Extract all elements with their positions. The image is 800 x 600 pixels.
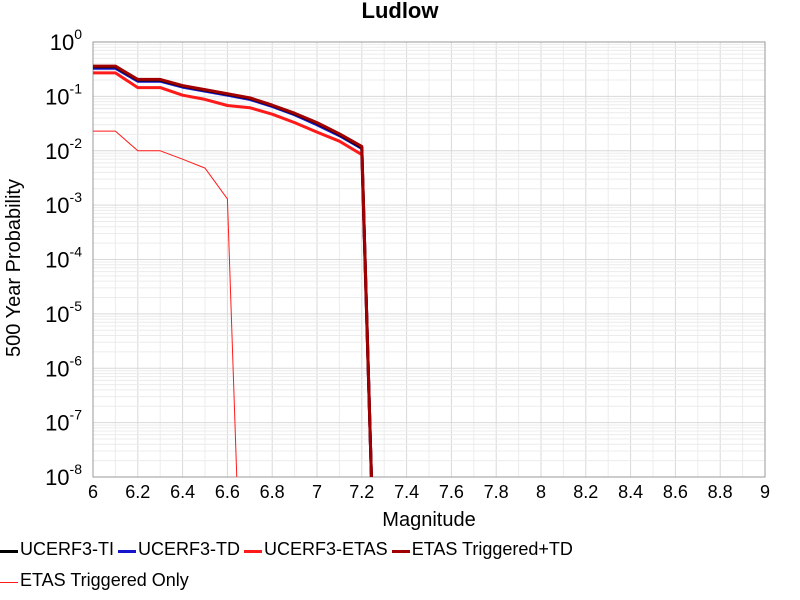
x-tick-label: 8 xyxy=(536,482,546,502)
x-tick-label: 9 xyxy=(760,482,770,502)
chart-title: Ludlow xyxy=(362,0,440,23)
legend-item: UCERF3-TD xyxy=(118,539,240,560)
legend-item: UCERF3-ETAS xyxy=(244,539,388,560)
legend-swatch xyxy=(244,550,262,553)
y-tick-label: 10-4 xyxy=(45,244,82,273)
series-line-etas-triggered-td xyxy=(93,64,373,477)
y-tick-label: 10-6 xyxy=(45,352,82,381)
x-tick-label: 6.8 xyxy=(260,482,285,502)
y-tick-base: 10 xyxy=(45,84,69,109)
y-tick-exponent: -8 xyxy=(70,461,83,477)
y-tick-label: 10-8 xyxy=(45,461,82,490)
legend-label: UCERF3-ETAS xyxy=(264,539,388,559)
x-tick-label: 7.8 xyxy=(484,482,509,502)
y-tick-exponent: 0 xyxy=(74,26,82,42)
x-axis-label: Magnitude xyxy=(382,509,475,531)
legend-item: ETAS Triggered+TD xyxy=(391,539,573,560)
y-tick-base: 10 xyxy=(50,30,74,55)
y-tick-label: 100 xyxy=(50,26,82,55)
x-tick-label: 8.8 xyxy=(708,482,733,502)
legend-label: UCERF3-TD xyxy=(138,539,240,559)
x-tick-label: 7.2 xyxy=(349,482,374,502)
y-tick-label: 10-7 xyxy=(45,407,82,436)
y-tick-base: 10 xyxy=(45,411,69,436)
legend-item: UCERF3-TI xyxy=(0,539,114,560)
series-line-ucerf3-etas xyxy=(93,71,373,477)
legend-swatch xyxy=(0,550,18,553)
x-tick-label: 8.4 xyxy=(618,482,643,502)
legend-row: ETAS Triggered Only xyxy=(0,570,193,591)
series-line-etas-triggered-only xyxy=(93,130,238,477)
plot-area xyxy=(92,41,766,478)
legend-row: UCERF3-TI UCERF3-TD UCERF3-ETAS ETAS Trigge… xyxy=(0,539,577,560)
legend-swatch xyxy=(0,582,18,583)
legend-label: ETAS Triggered Only xyxy=(20,570,189,590)
x-tick-label: 8.6 xyxy=(663,482,688,502)
y-tick-exponent: -4 xyxy=(70,244,83,260)
y-tick-exponent: -7 xyxy=(70,407,83,423)
y-axis-label: 500 Year Probability xyxy=(3,179,25,357)
legend-swatch xyxy=(118,550,136,553)
y-tick-base: 10 xyxy=(45,465,69,490)
x-tick-label: 8.2 xyxy=(573,482,598,502)
y-tick-base: 10 xyxy=(45,139,69,164)
legend-item: ETAS Triggered Only xyxy=(0,570,189,591)
y-tick-label: 10-5 xyxy=(45,298,82,327)
y-tick-label: 10-2 xyxy=(45,135,82,164)
x-tick-label: 6 xyxy=(88,482,98,502)
legend-swatch xyxy=(391,550,410,553)
x-tick-label: 6.4 xyxy=(170,482,195,502)
x-tick-label: 6.2 xyxy=(125,482,150,502)
y-tick-label: 10-1 xyxy=(45,80,82,109)
x-tick-label: 7.6 xyxy=(439,482,464,502)
y-tick-label: 10-3 xyxy=(45,189,82,218)
x-tick-label: 7 xyxy=(312,482,322,502)
x-axis-ticks: 6 6.2 6.4 6.6 6.8 7 7.2 7.4 7.6 7.8 8 8.2 8.4 8.6 8.8 9 xyxy=(88,482,770,502)
legend-label: UCERF3-TI xyxy=(20,539,114,559)
x-tick-label: 6.6 xyxy=(215,482,240,502)
y-tick-exponent: -5 xyxy=(70,298,83,314)
y-tick-exponent: -6 xyxy=(70,352,83,368)
y-tick-base: 10 xyxy=(45,302,69,327)
x-tick-label: 7.4 xyxy=(394,482,419,502)
y-tick-base: 10 xyxy=(45,248,69,273)
y-tick-exponent: -1 xyxy=(70,80,83,96)
y-tick-exponent: -3 xyxy=(70,189,83,205)
legend-label: ETAS Triggered+TD xyxy=(411,539,573,559)
y-tick-base: 10 xyxy=(45,193,69,218)
grid xyxy=(92,42,766,478)
y-tick-base: 10 xyxy=(45,356,69,381)
series-lines xyxy=(93,64,373,477)
y-tick-exponent: -2 xyxy=(70,135,83,151)
